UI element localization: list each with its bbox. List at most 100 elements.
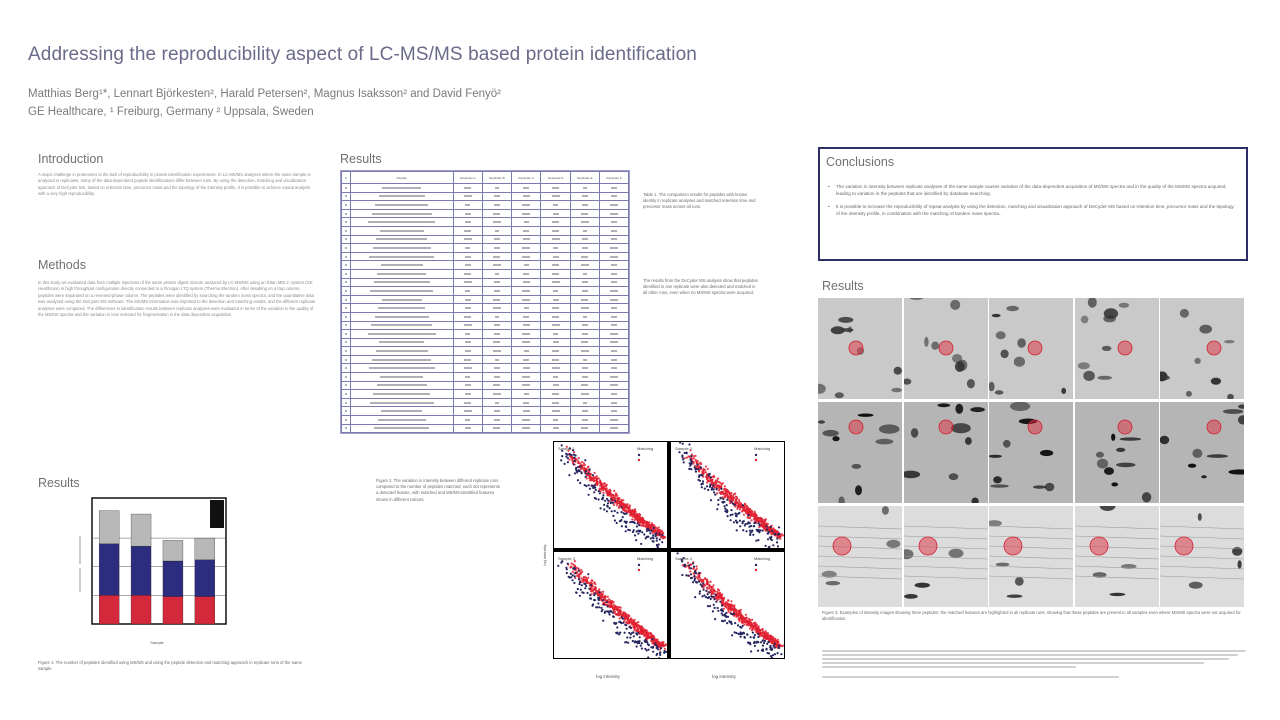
gel-spot bbox=[1082, 370, 1095, 381]
table-cell-content bbox=[522, 246, 531, 249]
scatter-point bbox=[765, 528, 769, 531]
scatter-point bbox=[588, 470, 591, 473]
table-cell bbox=[540, 260, 571, 270]
table-cell bbox=[349, 389, 454, 399]
table-cell-content bbox=[344, 289, 347, 292]
scatter-point bbox=[638, 517, 641, 520]
gel-highlight bbox=[1027, 340, 1043, 356]
scatter-point bbox=[730, 612, 733, 615]
table-cell bbox=[511, 329, 542, 339]
table-cell-content bbox=[494, 229, 500, 232]
scatter-point bbox=[597, 490, 600, 493]
gel-streak bbox=[903, 565, 988, 570]
scatter-point bbox=[732, 612, 736, 615]
table-row bbox=[341, 217, 629, 227]
scatter-legend-swatch bbox=[637, 563, 641, 567]
table-cell bbox=[599, 303, 629, 313]
scatter-point bbox=[578, 594, 581, 597]
scatter-point bbox=[593, 486, 596, 489]
affiliation: GE Healthcare, ¹ Freiburg, Germany ² Upp… bbox=[28, 106, 314, 118]
scatter-point bbox=[595, 479, 598, 482]
scatter-point bbox=[632, 635, 635, 638]
scatter-point bbox=[639, 521, 642, 524]
scatter-point bbox=[776, 536, 779, 539]
scatter-point bbox=[623, 520, 626, 523]
scatter-point bbox=[755, 528, 758, 531]
table-cell-content bbox=[522, 367, 530, 370]
table-cell bbox=[599, 294, 629, 305]
scatter-point bbox=[717, 503, 720, 506]
table-cell-content bbox=[609, 298, 619, 301]
table-cell-content bbox=[465, 203, 471, 206]
table-cell-content bbox=[610, 289, 618, 292]
poster-title: Addressing the reproducibility aspect of… bbox=[28, 44, 697, 65]
gel-image-render bbox=[903, 403, 985, 503]
scatter-point bbox=[738, 620, 741, 623]
table-cell bbox=[569, 363, 601, 374]
scatter-point bbox=[633, 508, 636, 511]
table-cell-content bbox=[610, 246, 618, 249]
results-table-heading: Results bbox=[340, 152, 382, 166]
table-cell-content bbox=[552, 341, 559, 344]
table-cell bbox=[540, 389, 571, 399]
table-cell-content bbox=[551, 272, 560, 275]
scatter-legend-swatch bbox=[637, 453, 641, 457]
table-cell-content bbox=[552, 393, 559, 396]
scatter-point bbox=[606, 610, 609, 613]
scatter-point bbox=[682, 458, 685, 461]
gel-spot bbox=[1013, 356, 1025, 367]
scatter-point bbox=[612, 607, 615, 610]
scatter-point bbox=[590, 590, 593, 593]
table-cell bbox=[599, 380, 629, 391]
scatter-point bbox=[594, 497, 598, 500]
scatter-point bbox=[613, 621, 616, 624]
scatter-point bbox=[650, 634, 653, 637]
table-cell-content bbox=[344, 255, 347, 258]
scatter-point bbox=[766, 642, 769, 645]
gel-spot bbox=[914, 582, 930, 588]
gel-spot bbox=[1232, 547, 1243, 556]
table-cell-content bbox=[493, 341, 501, 344]
table-cell bbox=[349, 415, 454, 425]
table-cell-content bbox=[494, 367, 500, 370]
table-cell-content bbox=[611, 307, 617, 310]
scatter-point bbox=[695, 466, 698, 469]
table-cell-content bbox=[522, 375, 531, 378]
table-cell bbox=[452, 268, 483, 279]
table-header-cell: Peptide bbox=[349, 171, 454, 184]
table-row bbox=[341, 397, 629, 408]
gel-spot bbox=[994, 390, 1004, 395]
scatter-point bbox=[757, 632, 760, 636]
scatter-points bbox=[557, 560, 667, 658]
gel-spot bbox=[903, 470, 920, 479]
scatter-point bbox=[706, 467, 709, 471]
table-cell bbox=[511, 277, 542, 288]
scatter-point bbox=[602, 590, 605, 593]
scatter-point bbox=[738, 519, 742, 522]
scatter-point bbox=[577, 469, 580, 472]
table-cell bbox=[569, 286, 601, 296]
scatter-point bbox=[622, 499, 625, 502]
scatter-point bbox=[714, 618, 717, 621]
scatter-point bbox=[700, 482, 703, 485]
scatter-point bbox=[736, 507, 739, 510]
scatter-point bbox=[622, 613, 625, 616]
gel-spot bbox=[878, 424, 900, 434]
scatter-point bbox=[755, 539, 758, 542]
table-cell bbox=[511, 225, 542, 236]
table-cell bbox=[599, 225, 629, 236]
scatter-point bbox=[730, 600, 733, 603]
scatter-point bbox=[693, 565, 696, 568]
scatter-point bbox=[758, 531, 761, 534]
table-cell bbox=[452, 397, 483, 408]
gel-highlight bbox=[1206, 340, 1222, 356]
scatter-point bbox=[770, 641, 773, 644]
scatter-point bbox=[731, 634, 734, 637]
scatter-point bbox=[565, 452, 568, 455]
scatter-point bbox=[732, 611, 736, 614]
scatter-point bbox=[646, 643, 650, 646]
scatter-panel: Sample 3 Matching bbox=[554, 552, 667, 658]
table-cell bbox=[341, 260, 351, 270]
scatter-point bbox=[730, 509, 733, 512]
table-cell bbox=[511, 294, 542, 305]
